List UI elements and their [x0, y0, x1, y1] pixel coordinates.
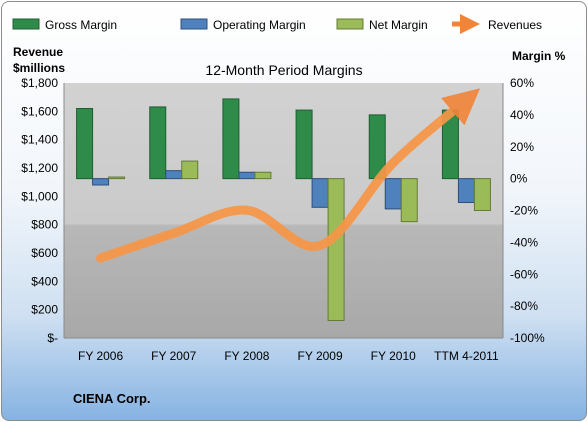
left-tick-label: $1,200	[21, 161, 58, 175]
right-axis-title: Margin %	[512, 49, 566, 63]
right-tick-label: -40%	[510, 235, 538, 249]
chart-legend: Gross Margin Operating Margin Net Margin…	[12, 14, 542, 34]
left-tick-label: $-	[47, 331, 58, 345]
category-label: FY 2007	[151, 349, 196, 363]
right-tick-label: -100%	[510, 331, 545, 345]
bar-gross-margin	[76, 108, 94, 180]
legend-swatch-net-margin	[336, 18, 364, 30]
left-tick-label: $1,400	[21, 133, 58, 147]
left-tick-label: $1,600	[21, 104, 58, 118]
right-axis-ticks: -100% -80% -60% -40% -20% 0% 20% 40% 60%	[510, 76, 545, 345]
left-tick-label: $800	[31, 218, 58, 232]
bar-net-margin	[327, 178, 345, 321]
bar-net-margin	[473, 178, 491, 211]
chart-title: 12-Month Period Margins	[205, 62, 362, 78]
category-label: TTM 4-2011	[434, 349, 499, 363]
left-tick-label: $1,800	[21, 76, 58, 90]
category-label: FY 2006	[78, 349, 123, 363]
bar-gross-margin	[222, 98, 240, 180]
legend-label-gross-margin: Gross Margin	[45, 18, 117, 32]
right-tick-label: -20%	[510, 204, 538, 218]
bar-net-margin	[108, 176, 126, 180]
bar-operating-margin	[238, 171, 256, 180]
left-axis-title-line1: Revenue	[13, 45, 63, 59]
bar-operating-margin	[384, 178, 402, 210]
left-axis-title-line2: $millions	[13, 61, 65, 75]
revenue-line-series	[96, 88, 481, 263]
legend-label-net-margin: Net Margin	[369, 18, 428, 32]
legend-swatch-gross-margin	[12, 18, 40, 30]
left-axis-ticks: $- $200 $400 $600 $800 $1,000 $1,200 $1,400 $1,6…	[21, 76, 58, 345]
right-tick-label: 0%	[510, 172, 528, 186]
category-label: FY 2010	[371, 349, 416, 363]
legend-swatch-operating-margin	[180, 18, 208, 30]
left-tick-label: $400	[31, 274, 58, 288]
category-label: FY 2008	[224, 349, 269, 363]
bar-operating-margin	[457, 178, 475, 204]
category-labels: FY 2006 FY 2007 FY 2008 FY 2009 FY 2010 TTM 4…	[78, 349, 499, 363]
left-tick-label: $1,000	[21, 189, 58, 203]
left-tick-label: $600	[31, 246, 58, 260]
bar-gross-margin	[149, 106, 167, 180]
revenues-line	[96, 88, 481, 263]
right-tick-label: -60%	[510, 267, 538, 281]
company-name: CIENA Corp.	[73, 391, 151, 406]
bar-operating-margin	[165, 170, 183, 180]
bar-net-margin	[400, 178, 418, 223]
bar-operating-margin	[92, 178, 110, 186]
right-tick-label: -80%	[510, 299, 538, 313]
bar-gross-margin	[295, 109, 313, 180]
bar-operating-margin	[311, 178, 329, 208]
legend-label-revenues: Revenues	[488, 18, 542, 32]
right-tick-label: 20%	[510, 140, 534, 154]
bar-net-margin	[254, 171, 272, 180]
category-label: FY 2009	[298, 349, 343, 363]
right-tick-label: 60%	[510, 76, 534, 90]
bar-net-margin	[181, 160, 199, 180]
right-tick-label: 40%	[510, 108, 534, 122]
left-tick-label: $200	[31, 303, 58, 317]
legend-label-operating-margin: Operating Margin	[213, 18, 306, 32]
bar-series	[76, 98, 491, 321]
